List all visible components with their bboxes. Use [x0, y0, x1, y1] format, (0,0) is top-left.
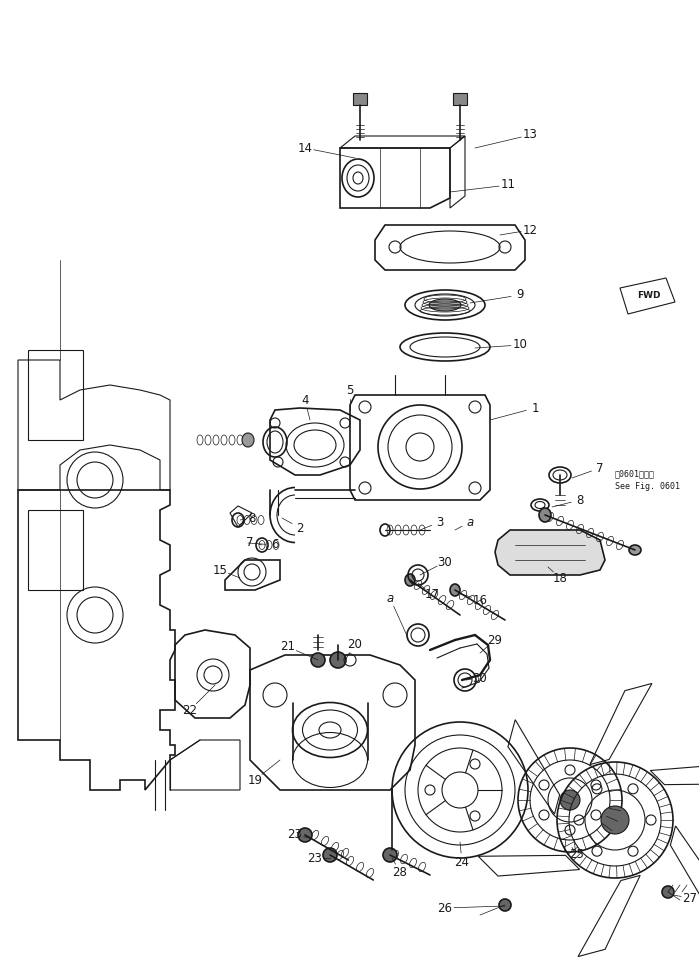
- Text: 30: 30: [473, 672, 487, 684]
- Text: 14: 14: [298, 142, 312, 154]
- Ellipse shape: [629, 545, 641, 555]
- Text: 11: 11: [500, 178, 515, 192]
- Bar: [28, 350, 83, 440]
- Text: 27: 27: [682, 892, 698, 904]
- Text: 8: 8: [576, 494, 584, 506]
- Text: 18: 18: [553, 572, 568, 584]
- Text: 28: 28: [393, 866, 408, 878]
- Ellipse shape: [242, 433, 254, 447]
- Text: 図0601図参照
See Fig. 0601: 図0601図参照 See Fig. 0601: [615, 469, 680, 491]
- Circle shape: [323, 848, 337, 862]
- Text: 23: 23: [287, 828, 303, 842]
- Text: 30: 30: [438, 555, 452, 569]
- Text: FWD: FWD: [637, 291, 661, 301]
- Circle shape: [499, 899, 511, 911]
- Text: 16: 16: [473, 594, 487, 606]
- Text: 6: 6: [271, 539, 279, 551]
- Circle shape: [383, 848, 397, 862]
- Text: 23: 23: [308, 851, 322, 865]
- Text: 26: 26: [438, 901, 452, 915]
- Text: 7: 7: [596, 462, 604, 474]
- Text: 19: 19: [247, 773, 263, 787]
- Polygon shape: [495, 530, 605, 575]
- Text: 7: 7: [246, 535, 254, 549]
- Circle shape: [601, 806, 629, 834]
- Text: 2: 2: [296, 522, 304, 534]
- Text: 1: 1: [531, 401, 539, 415]
- Text: 10: 10: [512, 338, 528, 352]
- Text: 3: 3: [436, 516, 444, 528]
- Text: 22: 22: [182, 704, 198, 716]
- Text: a: a: [387, 592, 394, 604]
- Circle shape: [560, 790, 580, 810]
- Text: 15: 15: [212, 564, 227, 576]
- Text: 24: 24: [454, 855, 470, 869]
- Text: 5: 5: [346, 384, 354, 396]
- Bar: [28, 510, 83, 590]
- Circle shape: [330, 652, 346, 668]
- Text: 29: 29: [487, 633, 503, 647]
- Ellipse shape: [405, 574, 415, 586]
- Text: 17: 17: [424, 588, 440, 602]
- Bar: [353, 93, 367, 105]
- Ellipse shape: [429, 299, 461, 311]
- Text: a: a: [466, 516, 474, 528]
- Bar: [453, 93, 467, 105]
- Text: 25: 25: [570, 848, 584, 862]
- Text: 20: 20: [347, 638, 363, 652]
- Text: 13: 13: [523, 128, 538, 142]
- Ellipse shape: [539, 508, 551, 522]
- Ellipse shape: [450, 584, 460, 596]
- Text: 8: 8: [248, 512, 256, 524]
- Circle shape: [311, 653, 325, 667]
- Circle shape: [298, 828, 312, 842]
- Text: 21: 21: [280, 640, 296, 654]
- Circle shape: [662, 886, 674, 898]
- Text: 9: 9: [517, 288, 524, 302]
- Text: 4: 4: [301, 393, 309, 407]
- Text: 12: 12: [522, 224, 538, 236]
